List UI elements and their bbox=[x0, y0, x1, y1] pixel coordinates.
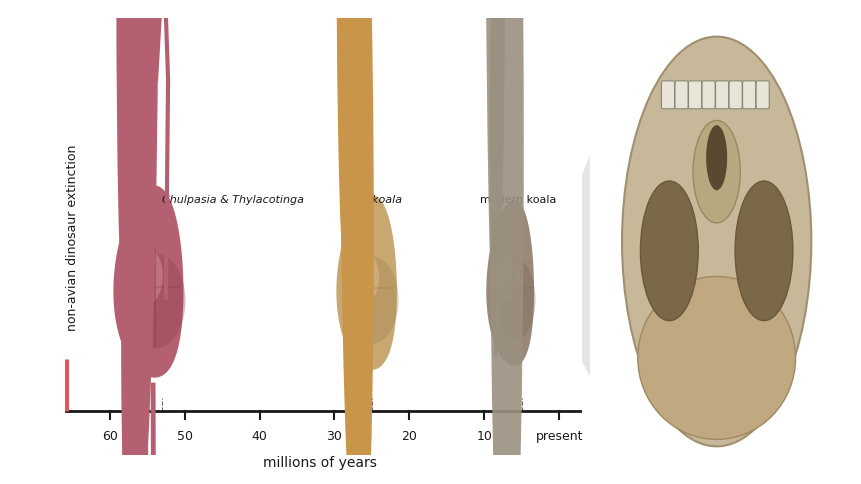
Ellipse shape bbox=[497, 254, 519, 303]
Ellipse shape bbox=[734, 182, 792, 321]
Ellipse shape bbox=[489, 0, 523, 484]
FancyBboxPatch shape bbox=[688, 82, 701, 109]
Polygon shape bbox=[114, 186, 183, 378]
Text: Lumakoala: Lumakoala bbox=[341, 195, 402, 205]
FancyBboxPatch shape bbox=[674, 82, 687, 109]
Text: non-avian dinosaur extinction: non-avian dinosaur extinction bbox=[65, 144, 78, 330]
Ellipse shape bbox=[336, 0, 350, 259]
Text: modern koala: modern koala bbox=[480, 195, 555, 205]
Ellipse shape bbox=[130, 247, 163, 305]
Text: present: present bbox=[535, 429, 582, 442]
Polygon shape bbox=[486, 200, 534, 366]
Ellipse shape bbox=[116, 0, 130, 298]
Ellipse shape bbox=[705, 126, 727, 191]
Ellipse shape bbox=[340, 0, 374, 484]
Text: Chulpasia & Thylacotinga: Chulpasia & Thylacotinga bbox=[162, 195, 304, 205]
FancyBboxPatch shape bbox=[741, 82, 755, 109]
Text: 20: 20 bbox=[401, 429, 417, 442]
Ellipse shape bbox=[350, 252, 379, 304]
Ellipse shape bbox=[692, 121, 740, 224]
Ellipse shape bbox=[345, 257, 398, 344]
FancyBboxPatch shape bbox=[728, 82, 741, 109]
Text: 10: 10 bbox=[476, 429, 492, 442]
Text: 40: 40 bbox=[251, 429, 267, 442]
Ellipse shape bbox=[622, 38, 810, 446]
FancyBboxPatch shape bbox=[660, 82, 674, 109]
Ellipse shape bbox=[640, 182, 697, 321]
Ellipse shape bbox=[121, 0, 158, 484]
Ellipse shape bbox=[492, 258, 535, 341]
Text: millions of years: millions of years bbox=[263, 455, 376, 469]
Ellipse shape bbox=[637, 277, 795, 439]
Text: 50: 50 bbox=[177, 429, 192, 442]
FancyBboxPatch shape bbox=[701, 82, 715, 109]
Ellipse shape bbox=[485, 0, 505, 359]
Text: 60: 60 bbox=[102, 429, 117, 442]
Ellipse shape bbox=[123, 253, 185, 349]
FancyBboxPatch shape bbox=[715, 82, 728, 109]
Polygon shape bbox=[336, 196, 396, 370]
FancyBboxPatch shape bbox=[755, 82, 768, 109]
Text: 30: 30 bbox=[326, 429, 342, 442]
